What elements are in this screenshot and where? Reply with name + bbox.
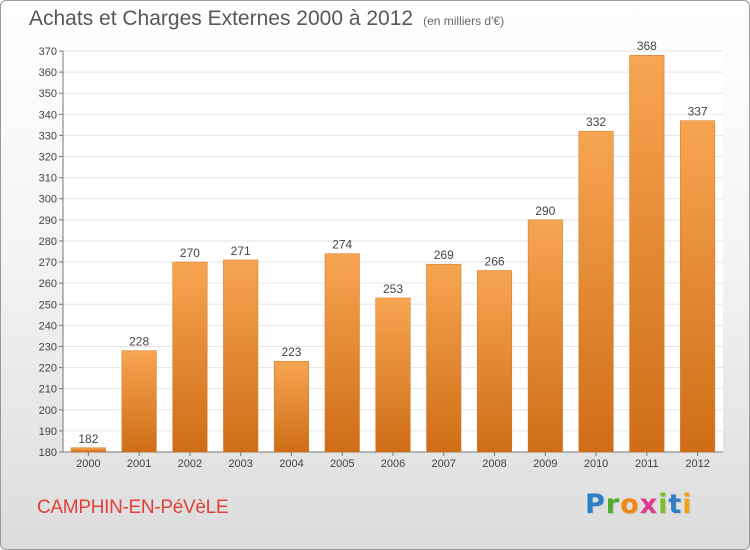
data-label-2010: 332 [586,115,606,129]
x-tick-label-2011: 2011 [635,458,659,470]
y-tick-label: 360 [39,67,57,79]
x-tick-label-2002: 2002 [178,458,202,470]
y-tick-label: 330 [39,130,57,142]
y-tick-label: 210 [39,384,57,396]
x-tick-label-2003: 2003 [228,458,252,470]
logo-letter: o [620,489,640,520]
data-label-2007: 269 [434,248,454,262]
data-label-2006: 253 [383,282,403,296]
logo-letter: i [682,489,693,520]
y-tick-label: 260 [39,278,57,290]
x-tick-label-2009: 2009 [533,458,557,470]
data-label-2008: 266 [485,254,505,268]
y-tick-label: 230 [39,341,57,353]
x-tick-label-2008: 2008 [482,458,506,470]
x-tick-label-2001: 2001 [127,458,151,470]
chart-unit-note: (en milliers d'€) [423,14,505,28]
location-name: CAMPHIN-EN-PéVèLE [37,497,229,518]
data-label-2002: 270 [180,246,200,260]
y-tick-label: 310 [39,173,57,185]
bar-2007 [426,263,462,453]
chart-title-text: Achats et Charges Externes 2000 à 2012 [29,7,414,30]
x-tick-label-2005: 2005 [330,458,354,470]
bar-2010 [578,130,614,453]
x-tick-label-2012: 2012 [685,458,709,470]
y-tick-label: 280 [39,236,57,248]
bar-2006 [375,297,411,453]
bar-2002 [172,261,208,453]
bar-2000 [70,447,106,453]
y-tick-label: 180 [39,447,57,459]
y-tick-label: 270 [39,257,57,269]
axes: 180 190 200 210 220 230 240 250 260 270 280 290 300 3… [39,46,723,470]
data-label-2011: 368 [637,39,657,53]
logo-letter: t [668,489,683,520]
bar-2001 [121,350,157,453]
logo-letter: P [585,489,606,520]
data-label-2003: 271 [231,244,251,258]
x-tick-label-2007: 2007 [432,458,456,470]
y-tick-label: 300 [39,194,57,206]
x-tick-label-2000: 2000 [76,458,100,470]
data-label-2005: 274 [332,238,352,252]
bar-2009 [527,219,563,453]
data-label-2000: 182 [78,432,98,446]
y-tick-label: 190 [39,426,57,438]
data-label-2012: 337 [688,105,708,119]
y-tick-label: 200 [39,405,57,417]
bar-2012 [680,120,716,453]
data-label-2009: 290 [535,204,555,218]
bar-2011 [629,54,665,453]
proxiti-logo: Proxiti [585,489,693,520]
y-tick-label: 340 [39,109,57,121]
logo-letter: i [658,489,669,520]
bar-2003 [223,259,259,453]
data-labels: 182 228 270 271 223 274 253 269 266 290 332 368 337 [78,39,708,446]
y-tick-label: 240 [39,320,57,332]
logo-letter: x [639,489,659,520]
x-tick-label-2010: 2010 [584,458,608,470]
y-tick-label: 320 [39,152,57,164]
bars [70,54,716,453]
y-tick-label: 350 [39,88,57,100]
x-tick-label-2006: 2006 [381,458,405,470]
data-label-2001: 228 [129,335,149,349]
chart-title: Achats et Charges Externes 2000 à 2012 (e… [29,7,504,31]
y-tick-label: 290 [39,215,57,227]
y-tick-label: 250 [39,299,57,311]
x-tick-label-2004: 2004 [279,458,303,470]
bar-2004 [273,360,309,453]
y-tick-label: 220 [39,363,57,375]
logo-letter: r [605,489,621,520]
y-tick-label: 370 [39,46,57,58]
bar-2008 [477,270,513,453]
bar-2005 [324,253,360,453]
data-label-2004: 223 [281,345,301,359]
